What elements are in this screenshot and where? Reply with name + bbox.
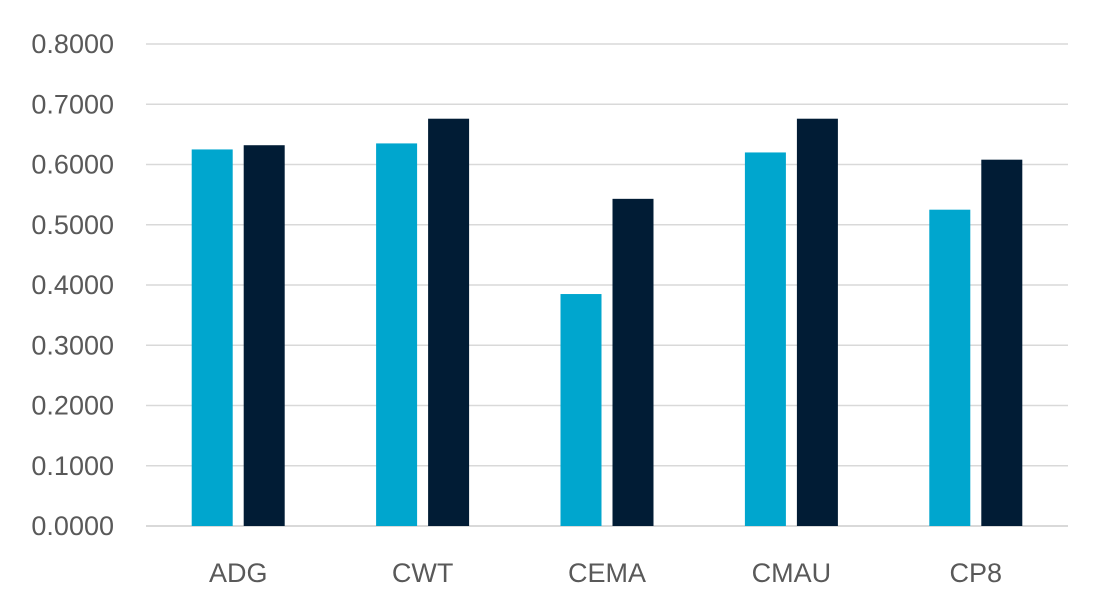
x-category-label-cema: CEMA: [568, 558, 646, 588]
x-category-label-cmau: CMAU: [752, 558, 832, 588]
y-tick-label: 0.5000: [31, 210, 114, 240]
y-tick-label: 0.3000: [31, 330, 114, 360]
y-tick-label: 0.4000: [31, 270, 114, 300]
bar-cp8-series-2: [981, 159, 1023, 526]
y-axis-tick-labels: 0.0000 0.1000 0.2000 0.3000 0.4000 0.5000 0.60…: [31, 29, 114, 541]
bar-adg-series-1: [191, 149, 233, 526]
bar-cp8-series-1: [929, 209, 971, 526]
y-tick-label: 0.1000: [31, 451, 114, 481]
bar-cmau-series-2: [796, 118, 838, 527]
y-tick-label: 0.8000: [31, 29, 114, 59]
y-tick-label: 0.0000: [31, 511, 114, 541]
x-category-label-cwt: CWT: [392, 558, 453, 588]
bar-cema-series-1: [560, 294, 602, 526]
bar-cwt-series-2: [428, 118, 470, 527]
x-category-label-cp8: CP8: [950, 558, 1003, 588]
y-tick-label: 0.2000: [31, 391, 114, 421]
x-category-label-adg: ADG: [209, 558, 268, 588]
y-tick-label: 0.6000: [31, 150, 114, 180]
bars: [191, 118, 1023, 527]
bar-cema-series-2: [612, 198, 654, 526]
bar-cmau-series-1: [744, 152, 786, 526]
bar-adg-series-2: [243, 145, 285, 526]
bar-cwt-series-1: [376, 143, 418, 526]
y-tick-label: 0.7000: [31, 89, 114, 119]
gridlines: [146, 43, 1068, 527]
x-axis-category-labels: ADG CWT CEMA CMAU CP8: [209, 558, 1002, 588]
